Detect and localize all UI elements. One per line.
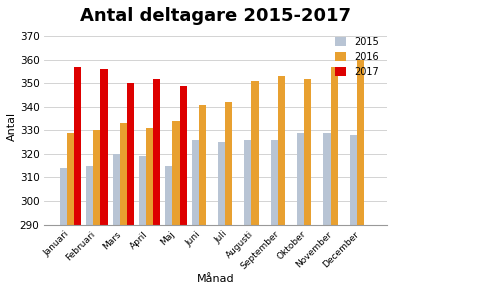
Bar <box>225 102 232 291</box>
Bar <box>199 104 206 291</box>
Bar <box>86 166 93 291</box>
Bar <box>278 76 285 291</box>
Bar <box>218 142 225 291</box>
Bar <box>93 130 100 291</box>
Bar <box>127 84 134 291</box>
Bar <box>67 133 74 291</box>
Legend: 2015, 2016, 2017: 2015, 2016, 2017 <box>332 34 382 80</box>
Bar <box>271 140 278 291</box>
Bar <box>120 123 127 291</box>
Bar <box>192 140 199 291</box>
Bar <box>357 60 364 291</box>
Y-axis label: Antal: Antal <box>7 112 17 141</box>
Bar <box>139 156 146 291</box>
Bar <box>297 133 304 291</box>
Bar <box>165 166 172 291</box>
Bar <box>100 69 108 291</box>
Bar <box>74 67 81 291</box>
Bar <box>60 168 67 291</box>
X-axis label: Månad: Månad <box>197 274 234 284</box>
Bar <box>153 79 160 291</box>
Bar <box>324 133 331 291</box>
Bar <box>350 135 357 291</box>
Bar <box>331 67 337 291</box>
Bar <box>304 79 311 291</box>
Bar <box>180 86 187 291</box>
Bar <box>146 128 153 291</box>
Title: Antal deltagare 2015-2017: Antal deltagare 2015-2017 <box>80 7 351 25</box>
Bar <box>113 154 120 291</box>
Bar <box>252 81 259 291</box>
Bar <box>172 121 180 291</box>
Bar <box>244 140 252 291</box>
